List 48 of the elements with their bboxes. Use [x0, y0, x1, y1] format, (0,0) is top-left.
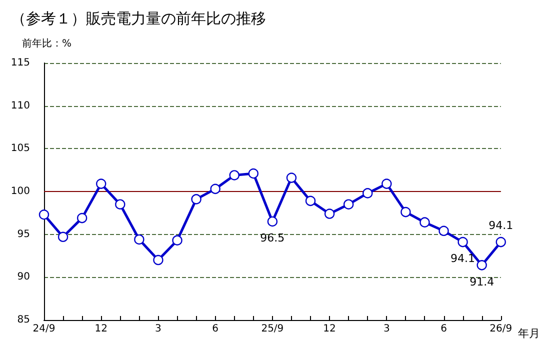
- x-tick-label: 6: [440, 324, 447, 334]
- point: [267, 216, 278, 227]
- x-tick-label: 24/9: [32, 324, 56, 334]
- x-axis-title: 年月: [518, 327, 540, 340]
- data-label: 96.5: [260, 232, 285, 245]
- x-tick-label: 3: [155, 324, 162, 334]
- data-label: 91.4: [470, 275, 494, 288]
- x-tick-label: 26/9: [490, 324, 512, 334]
- x-tick-label: 12: [94, 324, 108, 334]
- point: [400, 206, 411, 218]
- x-tick-label: 3: [383, 324, 390, 334]
- y-tick-label: 110: [10, 100, 30, 112]
- point: [362, 188, 373, 198]
- point: [210, 184, 220, 194]
- data-label: 94.1: [450, 252, 476, 266]
- point: [229, 170, 240, 180]
- point: [38, 210, 50, 220]
- y-tick-label: 95: [17, 228, 30, 240]
- y-tick-label: 85: [17, 314, 30, 326]
- point: [115, 199, 126, 210]
- point: [476, 260, 487, 270]
- point: [324, 208, 335, 219]
- point: [420, 217, 430, 228]
- x-tick-label: 25/9: [261, 324, 284, 334]
- point: [286, 172, 297, 183]
- y-tick-label: 100: [10, 186, 30, 197]
- x-tick-label: 6: [212, 324, 219, 334]
- point: [343, 199, 354, 210]
- point: [305, 196, 316, 206]
- data-label: 94.1: [488, 218, 514, 232]
- chart-title: （参考１）販売電力量の前年比の推移: [11, 10, 266, 28]
- point: [438, 226, 449, 236]
- point: [458, 236, 468, 248]
- point: [58, 232, 68, 242]
- point: [134, 234, 144, 245]
- y-tick-label: 105: [10, 143, 30, 154]
- point: [382, 178, 392, 189]
- y-axis-title: 前年比：%: [22, 38, 72, 50]
- point: [248, 168, 258, 179]
- point: [191, 194, 202, 204]
- x-tick-label: 12: [323, 324, 336, 334]
- point: [153, 254, 164, 266]
- y-tick-label: 90: [17, 272, 30, 283]
- point: [172, 235, 182, 246]
- point: [496, 236, 506, 248]
- y-tick-label: 115: [10, 58, 30, 68]
- point: [76, 212, 88, 224]
- point: [96, 178, 106, 189]
